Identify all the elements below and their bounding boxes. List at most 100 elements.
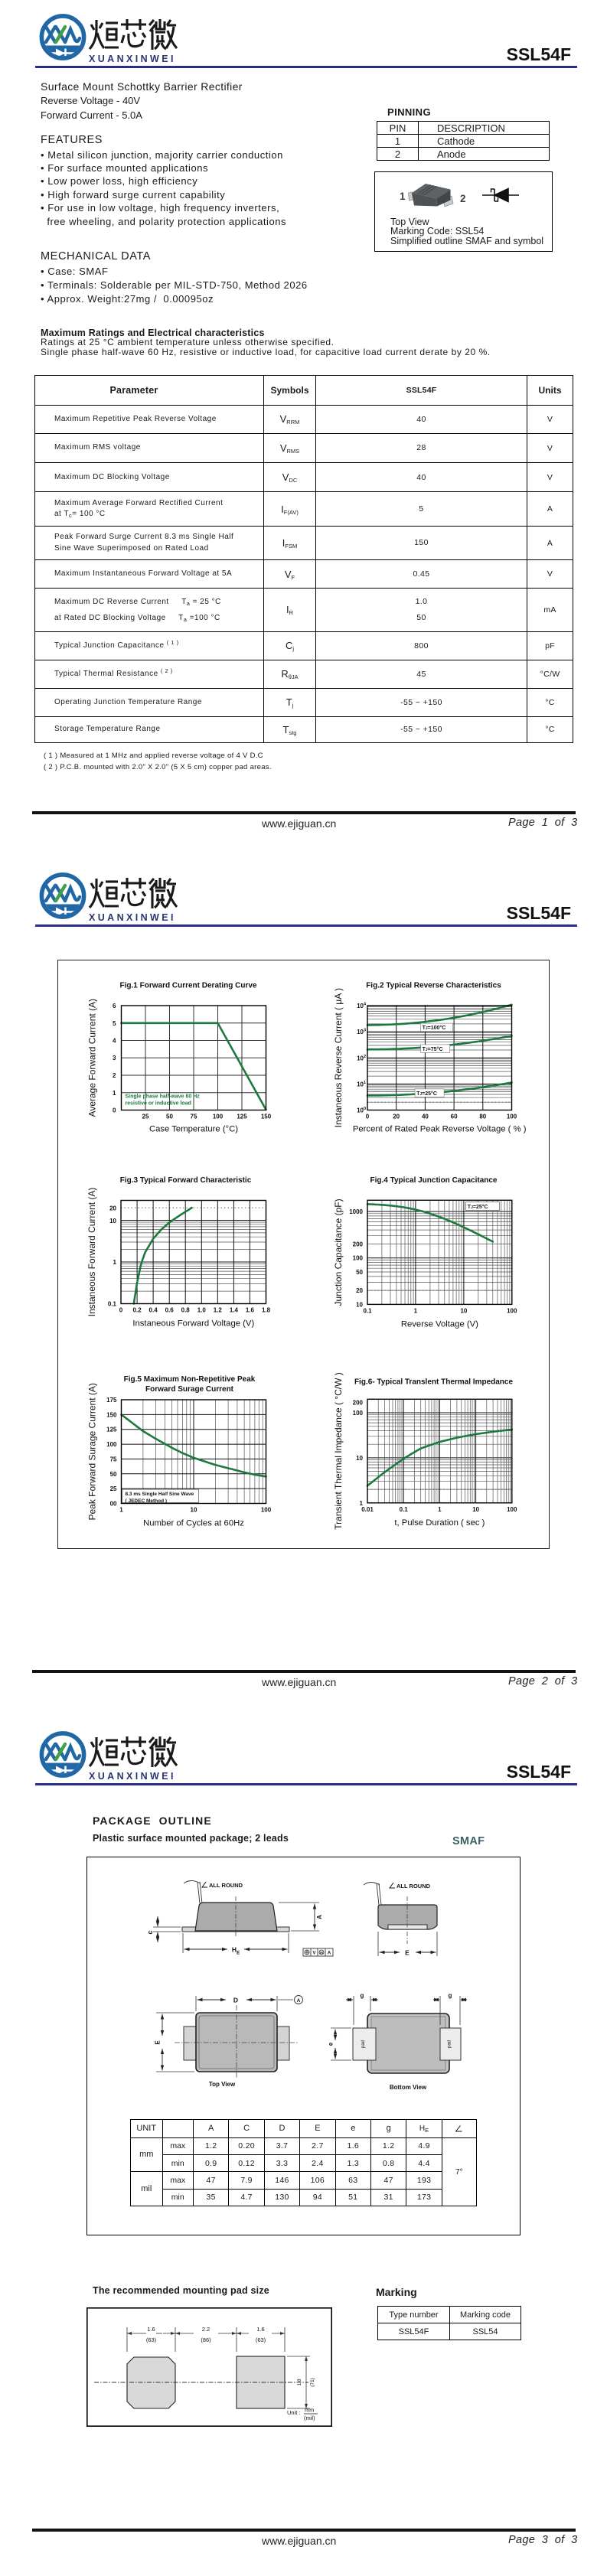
svg-text:150: 150 (106, 1411, 117, 1418)
svg-text:1.2: 1.2 (214, 1307, 223, 1314)
svg-text:t, Pulse Duration ( sec ): t, Pulse Duration ( sec ) (394, 1518, 485, 1528)
svg-text:10: 10 (109, 1218, 116, 1224)
svg-text:( JEDEC Method ): ( JEDEC Method ) (126, 1498, 168, 1504)
svg-text:Reverse Voltage (V): Reverse Voltage (V) (401, 1319, 478, 1329)
svg-text:20: 20 (109, 1205, 116, 1212)
svg-text:0.8: 0.8 (181, 1307, 191, 1314)
svg-text:125: 125 (106, 1427, 117, 1433)
svg-text:XUANXINWEI: XUANXINWEI (89, 1771, 176, 1782)
svg-text:1: 1 (400, 191, 406, 202)
svg-text:pad: pad (361, 2040, 366, 2048)
svg-text:Peak Forward Surage Current (A: Peak Forward Surage Current (A) (87, 1383, 98, 1520)
svg-text:Instaneous Forward Voltage (V): Instaneous Forward Voltage (V) (132, 1319, 254, 1329)
svg-text:0: 0 (119, 1307, 123, 1314)
svg-text:Single phase half-wave 60 Hz: Single phase half-wave 60 Hz (126, 1094, 201, 1100)
svg-text:100: 100 (261, 1507, 272, 1514)
svg-text:8.3 ms Single Half Sine Wave: 8.3 ms Single Half Sine Wave (126, 1492, 194, 1497)
svg-text:1.6: 1.6 (246, 1307, 255, 1314)
svg-text:(63): (63) (255, 2336, 266, 2343)
svg-text:1000: 1000 (349, 1208, 363, 1215)
svg-text:TJ=100°C: TJ=100°C (423, 1025, 446, 1031)
svg-text:(71): (71) (310, 2378, 315, 2387)
svg-text:40: 40 (422, 1114, 429, 1120)
svg-text:100: 100 (353, 1255, 364, 1262)
svg-text:10: 10 (191, 1507, 197, 1514)
svg-text:200: 200 (353, 1241, 364, 1247)
svg-text:10: 10 (357, 1003, 364, 1009)
svg-text:XUANXINWEI: XUANXINWEI (89, 54, 176, 64)
svg-text:2: 2 (460, 193, 466, 204)
svg-text:Transient Thermal Impedance (: Transient Thermal Impedance ( °C/W ) (333, 1372, 344, 1530)
svg-text:Instaneous Reverse Current ( μ: Instaneous Reverse Current ( μA ) (333, 988, 344, 1127)
svg-text:50: 50 (166, 1114, 173, 1120)
svg-text:(mil): (mil) (304, 2415, 315, 2421)
svg-text:Number of Cycles at 60Hz: Number of Cycles at 60Hz (143, 1519, 244, 1528)
svg-text:75: 75 (110, 1456, 117, 1462)
svg-text:(86): (86) (201, 2336, 211, 2343)
svg-text:80: 80 (479, 1114, 486, 1120)
svg-text:Percent of Rated Peak Reverse: Percent of Rated Peak Reverse Voltage ( … (353, 1125, 527, 1134)
svg-text:0.2: 0.2 (133, 1307, 142, 1314)
svg-text:10: 10 (472, 1506, 479, 1513)
svg-text:6: 6 (113, 1003, 116, 1009)
svg-text:1.8: 1.8 (262, 1307, 271, 1314)
svg-text:0.4: 0.4 (149, 1307, 158, 1314)
svg-text:Average Forward Current (A): Average Forward Current (A) (87, 999, 98, 1117)
svg-text:2: 2 (364, 1055, 366, 1059)
svg-text:150: 150 (261, 1114, 272, 1120)
svg-text:Junction Capacitance (pF): Junction Capacitance (pF) (333, 1198, 344, 1306)
svg-text:pad: pad (448, 2040, 452, 2048)
svg-text:20: 20 (393, 1114, 400, 1120)
svg-text:75: 75 (191, 1114, 197, 1120)
svg-text:4: 4 (364, 1003, 367, 1007)
svg-text:100: 100 (507, 1506, 517, 1513)
svg-text:175: 175 (106, 1397, 117, 1404)
svg-text:0: 0 (366, 1114, 370, 1120)
svg-text:Unit :: Unit : (287, 2409, 301, 2416)
svg-text:Fig.4 Typical Junction Capaci: Fig.4 Typical Junction Capacitance (370, 1176, 498, 1185)
svg-text:10: 10 (357, 1029, 364, 1035)
svg-text:TJ=75°C: TJ=75°C (423, 1046, 443, 1052)
svg-text:1: 1 (438, 1506, 442, 1513)
svg-text:ALL ROUND: ALL ROUND (209, 1882, 243, 1889)
svg-text:1: 1 (364, 1081, 366, 1085)
svg-text:TJ=25°C: TJ=25°C (468, 1204, 488, 1210)
svg-text:10: 10 (357, 1055, 364, 1061)
svg-text:0: 0 (364, 1107, 366, 1111)
svg-text:2.2: 2.2 (201, 2326, 209, 2333)
svg-text:50: 50 (356, 1269, 363, 1276)
svg-text:D: D (233, 1997, 238, 2004)
svg-text:1: 1 (113, 1090, 116, 1097)
svg-text:100: 100 (507, 1114, 517, 1120)
svg-text:ALL ROUND: ALL ROUND (397, 1883, 431, 1890)
svg-text:100: 100 (213, 1114, 224, 1120)
svg-text:10: 10 (357, 1107, 364, 1114)
svg-text:10: 10 (357, 1081, 364, 1087)
svg-text:00: 00 (110, 1501, 117, 1508)
svg-text:0.1: 0.1 (400, 1506, 409, 1513)
svg-text:A: A (316, 1915, 323, 1919)
svg-text:A: A (297, 1998, 301, 2004)
svg-text:0: 0 (113, 1107, 116, 1114)
svg-text:2: 2 (113, 1072, 116, 1079)
svg-text:5: 5 (113, 1020, 116, 1027)
svg-text:100: 100 (507, 1307, 517, 1314)
svg-text:1.0: 1.0 (197, 1307, 207, 1314)
svg-text:1: 1 (119, 1507, 123, 1514)
svg-text:g: g (449, 1992, 452, 1999)
svg-text:1: 1 (113, 1259, 117, 1266)
svg-text:1: 1 (360, 1500, 364, 1507)
svg-text:200: 200 (353, 1399, 364, 1406)
svg-text:Top View: Top View (209, 2081, 236, 2088)
svg-text:0.1: 0.1 (108, 1301, 117, 1308)
svg-text:Fig.1 Forward Current Deratin: Fig.1 Forward Current Derating Curve (120, 982, 257, 990)
svg-text:1: 1 (414, 1307, 418, 1314)
svg-text:Bottom View: Bottom View (390, 2084, 427, 2091)
svg-text:E: E (405, 1949, 410, 1957)
svg-text:10: 10 (460, 1307, 467, 1314)
svg-text:resistive or inductive load: resistive or inductive load (126, 1101, 191, 1107)
svg-text:100: 100 (353, 1410, 364, 1417)
svg-text:20: 20 (356, 1287, 363, 1294)
svg-text:Fig.5 Maximum Non-Repetitive: Fig.5 Maximum Non-Repetitive Peak (124, 1375, 256, 1384)
svg-text:(63): (63) (145, 2336, 156, 2343)
